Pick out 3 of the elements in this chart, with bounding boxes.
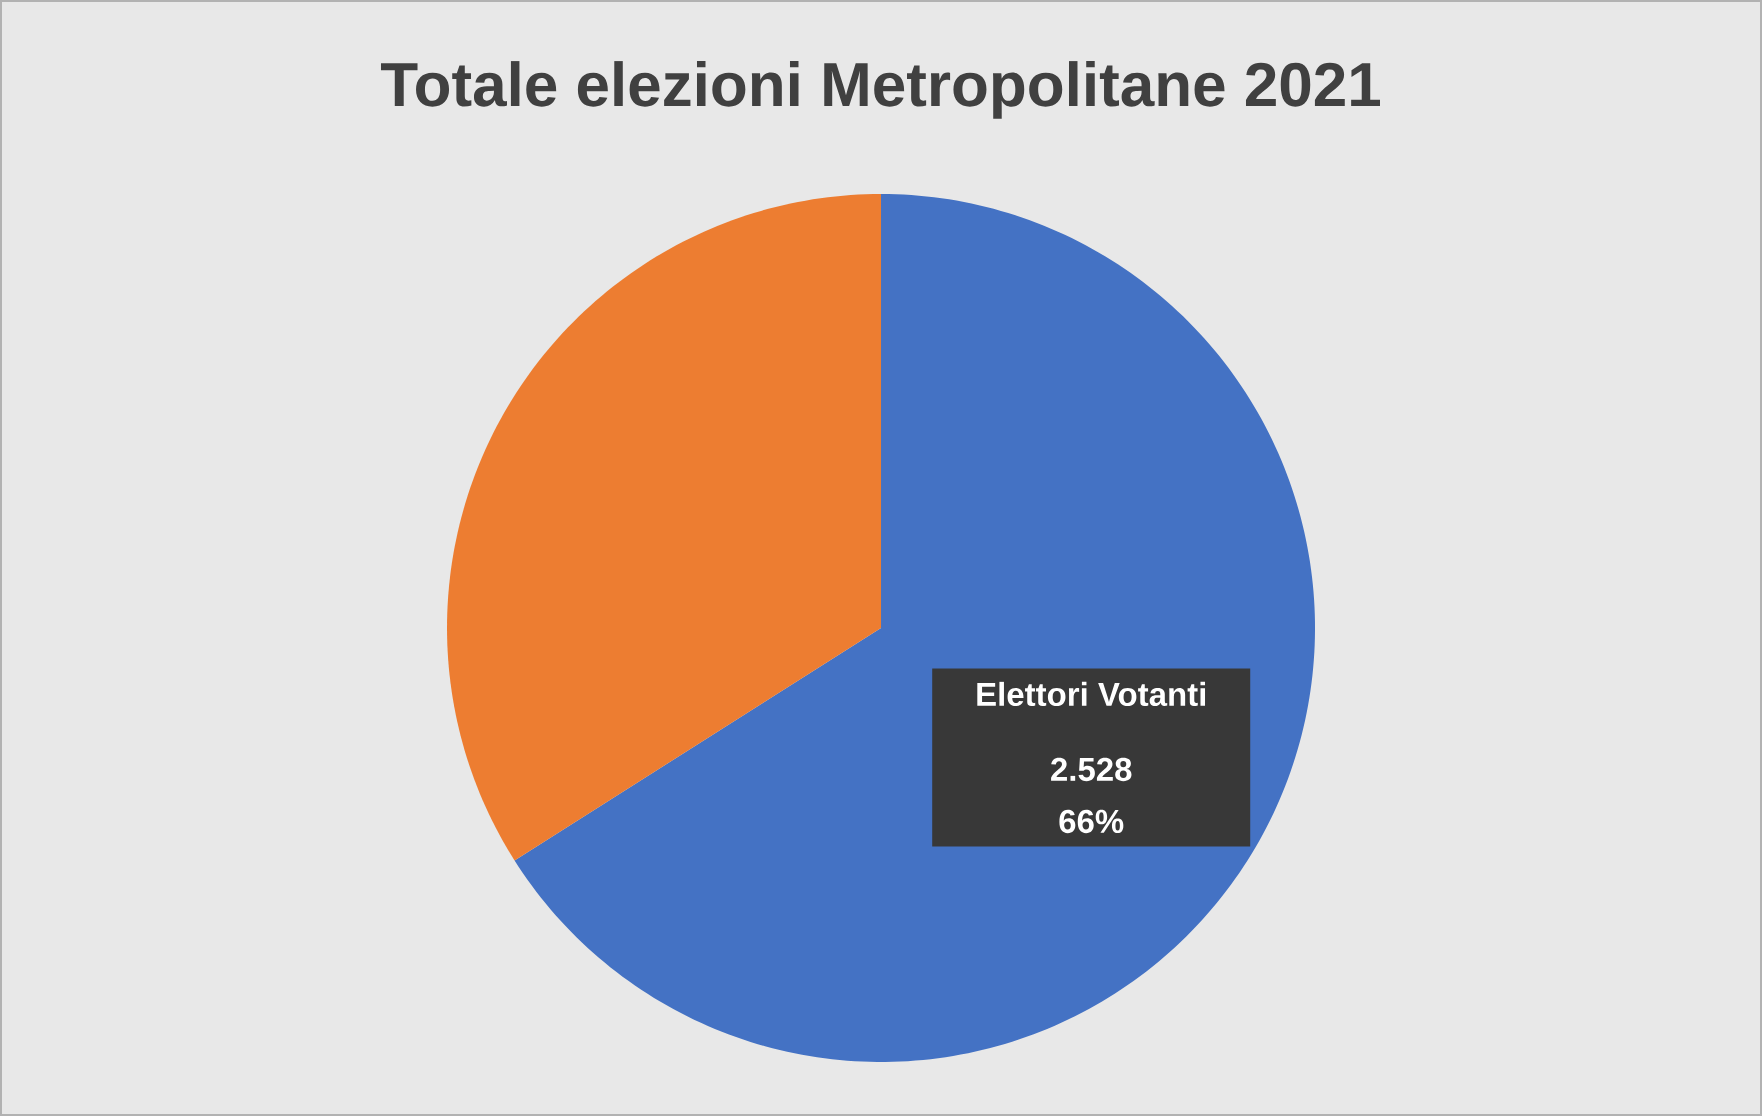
slice-label: Elettori Votanti (977, 681, 1206, 707)
chart-title: Totale elezioni Metropolitane 2021 (381, 61, 1380, 119)
data-label: 2.528 66% (1051, 757, 1132, 834)
